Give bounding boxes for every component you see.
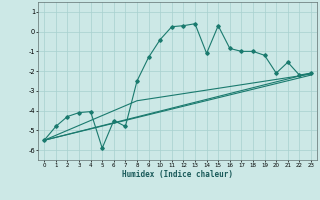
X-axis label: Humidex (Indice chaleur): Humidex (Indice chaleur) xyxy=(122,170,233,179)
